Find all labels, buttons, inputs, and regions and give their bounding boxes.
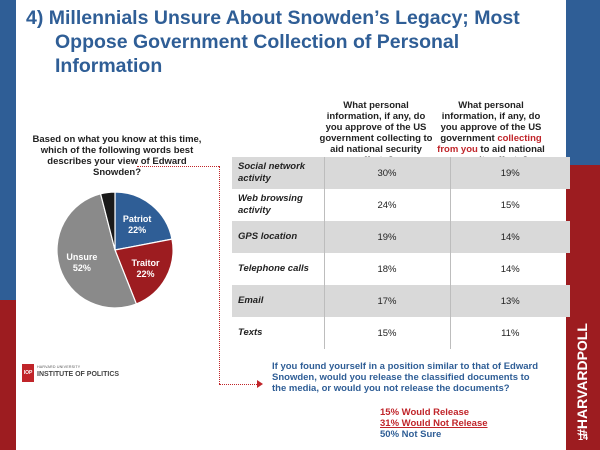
connector-line-vertical bbox=[219, 166, 220, 384]
pie-label-patriot: Patriot bbox=[123, 214, 152, 224]
row-value-us-government: 15% bbox=[323, 317, 451, 349]
pie-value-traitor: 22% bbox=[136, 269, 154, 279]
pie-slice-other bbox=[99, 191, 116, 251]
connector-arrow-icon bbox=[257, 380, 263, 388]
table-row: Web browsing activity 24% 15% bbox=[232, 189, 570, 221]
connector-line-to-question bbox=[219, 384, 259, 385]
title-line-2: Oppose Government Collection of Personal… bbox=[55, 31, 460, 77]
answer-would-release: 15% Would Release bbox=[380, 407, 470, 418]
row-label: GPS location bbox=[232, 221, 324, 253]
row-label: Web browsing activity bbox=[238, 193, 303, 216]
pie-slice-traitor bbox=[114, 238, 174, 305]
right-accent-bar-red bbox=[566, 165, 600, 450]
iop-logo-university: HARVARD UNIVERSITY bbox=[37, 365, 81, 369]
table-row: GPS location 19% 14% bbox=[232, 221, 570, 253]
row-label: Social network activity bbox=[232, 157, 324, 189]
iop-logo-institute: INSTITUTE OF POLITICS bbox=[37, 371, 120, 378]
hashtag-label: #HARVARDPOLL bbox=[574, 323, 590, 437]
right-accent-bar-blue bbox=[566, 0, 600, 165]
column-header-highlight: collecting from you bbox=[437, 133, 542, 155]
answer-would-not-release: 31% Would Not Release bbox=[380, 418, 488, 429]
row-value-from-you: 11% bbox=[501, 327, 520, 339]
page-number: 14 bbox=[577, 432, 588, 442]
row-value-from-you: 19% bbox=[450, 157, 570, 189]
pie-slice-unsure bbox=[56, 193, 138, 309]
pie-slice-patriot bbox=[114, 191, 173, 251]
row-value-us-government: 19% bbox=[323, 221, 451, 253]
row-value-us-government: 17% bbox=[323, 285, 451, 317]
approval-table: Social network activity 30% 19% Web browsin… bbox=[232, 157, 570, 349]
connector-line-horizontal bbox=[137, 166, 219, 167]
row-label: Texts bbox=[238, 327, 263, 338]
row-label: Email bbox=[232, 285, 324, 317]
title-line-1: 4) Millennials Unsure About Snowden’s Le… bbox=[26, 7, 520, 29]
pie-value-unsure: 52% bbox=[73, 263, 91, 273]
row-value-us-government: 24% bbox=[323, 189, 451, 221]
row-label: Telephone calls bbox=[238, 263, 309, 274]
snowden-view-question: Based on what you know at this time, whi… bbox=[32, 134, 202, 178]
iop-logo-mark: IOP bbox=[22, 364, 34, 382]
release-question: If you found yourself in a position simi… bbox=[272, 361, 539, 394]
row-value-us-government: 30% bbox=[323, 157, 451, 189]
table-row: Email 17% 13% bbox=[232, 285, 570, 317]
row-value-from-you: 13% bbox=[450, 285, 570, 317]
row-value-from-you: 15% bbox=[500, 199, 520, 211]
iop-logo: IOP HARVARD UNIVERSITY INSTITUTE OF POLI… bbox=[22, 364, 132, 382]
row-value-from-you: 14% bbox=[500, 263, 520, 275]
table-row: Telephone calls 18% 14% bbox=[232, 253, 570, 285]
table-row: Social network activity 30% 19% bbox=[232, 157, 570, 189]
table-row: Texts 15% 11% bbox=[232, 317, 570, 349]
pie-label-unsure: Unsure bbox=[66, 252, 97, 262]
left-accent-bar-red bbox=[0, 300, 16, 450]
row-value-from-you: 14% bbox=[450, 221, 570, 253]
slide-title: 4) Millennials Unsure About Snowden’s Le… bbox=[26, 6, 566, 78]
row-value-us-government: 18% bbox=[323, 253, 451, 285]
answer-not-sure: 50% Not Sure bbox=[380, 429, 442, 440]
pie-value-patriot: 22% bbox=[128, 225, 146, 235]
pie-label-traitor: Traitor bbox=[131, 258, 160, 268]
release-answers: 15% Would Release 31% Would Not Release … bbox=[380, 407, 488, 440]
